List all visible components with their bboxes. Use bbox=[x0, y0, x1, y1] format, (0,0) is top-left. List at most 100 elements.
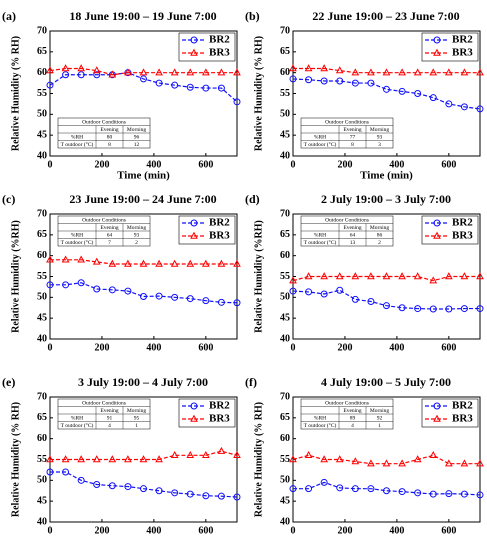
y-tick-label: 45 bbox=[280, 312, 290, 323]
marker bbox=[93, 285, 101, 293]
data-line bbox=[292, 78, 481, 110]
marker bbox=[186, 83, 194, 91]
legend-box bbox=[421, 32, 479, 62]
y-tick-label: 60 bbox=[280, 250, 290, 261]
y-tick-label: 45 bbox=[37, 312, 47, 323]
marker bbox=[367, 459, 375, 467]
marker bbox=[124, 455, 132, 463]
x-tick-label: 600 bbox=[198, 525, 213, 536]
marker bbox=[383, 487, 390, 495]
marker bbox=[367, 485, 375, 493]
marker bbox=[336, 77, 344, 85]
y-tick-label: 40 bbox=[280, 150, 290, 161]
marker bbox=[351, 457, 360, 465]
marker bbox=[61, 455, 70, 463]
marker bbox=[335, 66, 344, 74]
x-axis-label: Time (min) bbox=[360, 170, 413, 182]
marker bbox=[108, 455, 117, 463]
y-axis-label: Relative Humidity (% RH) bbox=[253, 36, 264, 151]
marker bbox=[77, 476, 85, 484]
marker bbox=[171, 81, 179, 89]
table-cell: 4 bbox=[108, 423, 111, 429]
marker bbox=[77, 455, 86, 463]
panel-title: 2 July 19:00 – 3 July 7:00 bbox=[321, 192, 451, 206]
marker bbox=[92, 257, 101, 265]
marker bbox=[289, 485, 297, 493]
marker bbox=[233, 493, 241, 501]
table-cell: 4 bbox=[351, 423, 354, 429]
y-axis-label: Relative Humidity (%RH) bbox=[10, 220, 21, 333]
panel-label: (d) bbox=[245, 192, 260, 206]
y-tick-label: 65 bbox=[37, 229, 47, 240]
marker bbox=[108, 286, 116, 294]
marker bbox=[429, 450, 438, 459]
table-header: Evening bbox=[100, 225, 119, 231]
data-line bbox=[50, 471, 238, 498]
marker bbox=[351, 485, 359, 493]
marker bbox=[202, 84, 210, 92]
marker bbox=[305, 288, 313, 296]
marker bbox=[217, 446, 226, 454]
table-cell: %RH bbox=[71, 135, 83, 141]
table-cell: 91 bbox=[107, 416, 113, 422]
marker bbox=[413, 272, 422, 280]
x-tick-label: 400 bbox=[146, 525, 161, 536]
y-tick-label: 60 bbox=[280, 67, 290, 78]
table-cell: 92 bbox=[377, 416, 383, 422]
marker bbox=[305, 485, 313, 493]
x-tick-label: 0 bbox=[291, 342, 296, 353]
marker bbox=[383, 302, 390, 310]
marker bbox=[217, 84, 225, 92]
plot-frame bbox=[49, 213, 238, 340]
marker bbox=[186, 490, 194, 498]
marker bbox=[233, 98, 241, 106]
marker bbox=[217, 298, 225, 306]
table-cell: T outdoor (°C) bbox=[61, 141, 94, 148]
y-tick-label: 55 bbox=[37, 454, 47, 465]
table-header: Morning bbox=[370, 225, 390, 231]
panel-label: (b) bbox=[245, 9, 260, 23]
panel-label: (c) bbox=[2, 192, 15, 206]
x-tick-label: 400 bbox=[389, 525, 404, 536]
marker bbox=[398, 272, 406, 280]
marker bbox=[304, 64, 313, 72]
table-cell: 64 bbox=[350, 233, 356, 239]
marker bbox=[289, 287, 297, 295]
x-tick-label: 200 bbox=[337, 342, 352, 353]
y-tick-label: 50 bbox=[280, 109, 290, 120]
marker bbox=[367, 272, 375, 280]
marker bbox=[460, 272, 469, 280]
marker bbox=[139, 68, 148, 76]
marker bbox=[139, 259, 148, 267]
marker bbox=[445, 100, 453, 108]
y-tick-label: 45 bbox=[37, 129, 47, 140]
table-header: Evening bbox=[343, 127, 362, 133]
data-line bbox=[292, 289, 480, 310]
marker bbox=[367, 298, 375, 305]
marker bbox=[460, 305, 468, 313]
table-cell: 80 bbox=[107, 135, 113, 141]
table-cell: 8 bbox=[108, 142, 111, 148]
marker bbox=[429, 276, 438, 284]
y-axis-label: Relative Humidity (% RH) bbox=[10, 36, 21, 151]
marker bbox=[414, 305, 422, 313]
panel-title: 22 June 19:00 – 23 June 7:00 bbox=[312, 9, 459, 23]
marker bbox=[124, 68, 132, 76]
marker bbox=[201, 68, 210, 76]
table-cell: T outdoor (°C) bbox=[61, 239, 94, 246]
marker bbox=[429, 305, 437, 313]
marker bbox=[190, 219, 198, 227]
marker bbox=[108, 259, 117, 267]
marker bbox=[155, 68, 163, 76]
data-line bbox=[292, 275, 480, 282]
marker bbox=[335, 455, 344, 463]
marker bbox=[382, 459, 391, 467]
table-title: Outdoor Conditions bbox=[325, 218, 369, 224]
legend-box bbox=[421, 215, 479, 245]
legend-label: BR2 bbox=[209, 217, 230, 229]
marker bbox=[233, 299, 241, 307]
y-tick-label: 55 bbox=[280, 271, 290, 282]
table-cell: %RH bbox=[314, 416, 326, 422]
table-title: Outdoor Conditions bbox=[325, 401, 369, 407]
marker bbox=[320, 478, 328, 486]
